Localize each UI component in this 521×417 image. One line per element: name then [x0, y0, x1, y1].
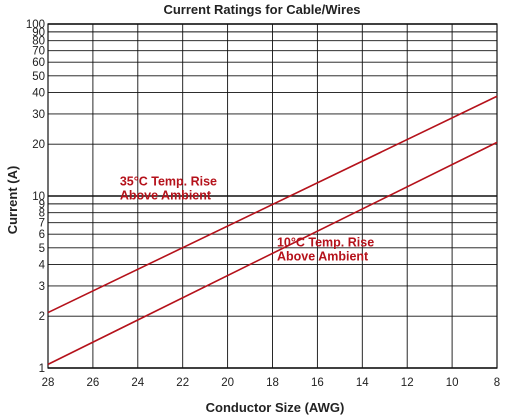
series-line-2	[47, 141, 498, 366]
y-tick-label: 90	[32, 27, 45, 39]
y-tick-label: 30	[32, 109, 45, 121]
x-tick-label: 26	[87, 377, 100, 389]
y-tick-label: 3	[39, 281, 45, 293]
annotation-label-2: 10°C Temp. Rise	[277, 235, 374, 249]
x-tick-label: 18	[266, 377, 279, 389]
y-tick-label: 40	[32, 87, 45, 99]
x-tick-label: 22	[176, 377, 189, 389]
x-tick-label: 10	[446, 377, 459, 389]
series-line-1	[47, 95, 498, 314]
x-axis-label: Conductor Size (AWG)	[206, 400, 345, 415]
y-tick-label: 20	[32, 139, 45, 151]
y-tick-label: 10	[32, 191, 45, 203]
y-tick-label: 100	[26, 19, 45, 31]
y-tick-label: 5	[39, 243, 45, 255]
chart-title: Current Ratings for Cable/Wires	[163, 2, 360, 17]
x-tick-label: 12	[401, 377, 414, 389]
x-tick-label: 20	[221, 377, 234, 389]
grid-lines	[47, 23, 498, 369]
series-lines	[47, 95, 498, 366]
y-tick-label: 70	[32, 46, 45, 58]
y-axis-label: Current (A)	[5, 166, 20, 235]
y-tick-label: 8	[39, 208, 45, 220]
annotation-label-1: Above Ambient	[120, 189, 212, 203]
y-tick-label: 80	[32, 36, 45, 48]
y-tick-label: 9	[39, 199, 45, 211]
y-tick-label: 1	[39, 363, 45, 375]
y-tick-label: 50	[32, 71, 45, 83]
x-tick-label: 28	[42, 377, 55, 389]
annotation-label-1: 35°C Temp. Rise	[120, 175, 217, 189]
y-tick-label: 6	[39, 229, 45, 241]
x-tick-labels: 28 26 24 22 20 18 16 14 12 10 8	[42, 377, 501, 389]
y-tick-label: 60	[32, 57, 45, 69]
y-tick-label: 7	[39, 218, 45, 230]
x-tick-label: 24	[131, 377, 144, 389]
annotation-label-2: Above Ambient	[277, 249, 369, 263]
x-tick-label: 8	[494, 377, 500, 389]
x-tick-label: 14	[356, 377, 369, 389]
x-tick-label: 16	[311, 377, 324, 389]
plot-frame	[47, 23, 498, 369]
y-tick-label: 2	[39, 311, 45, 323]
y-tick-label: 4	[39, 259, 46, 271]
